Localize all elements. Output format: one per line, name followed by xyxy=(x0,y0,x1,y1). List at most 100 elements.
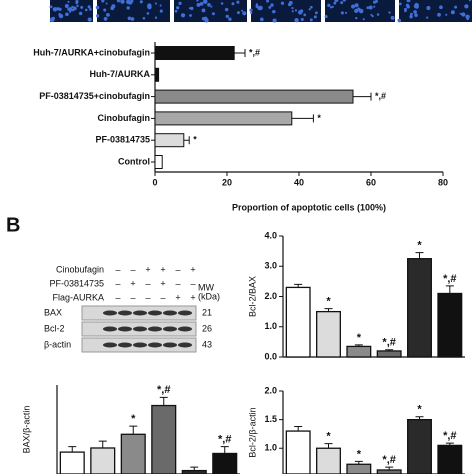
y-tick-label: 2.0 xyxy=(264,291,277,301)
significance-label: * xyxy=(357,448,362,460)
cell-nucleus xyxy=(142,16,146,20)
treatment-mark: + xyxy=(190,292,195,302)
bar xyxy=(151,404,177,474)
error-bar xyxy=(385,349,394,351)
cell-nucleus xyxy=(291,6,294,10)
treatment-mark: + xyxy=(175,292,180,302)
cell-nucleus xyxy=(188,7,191,10)
cell-nucleus xyxy=(266,0,270,3)
cell-nucleus xyxy=(207,3,211,7)
cell-nucleus xyxy=(95,5,100,10)
treatment-label: PF-03814735 xyxy=(49,278,104,288)
cell-nucleus xyxy=(454,5,458,9)
cell-nucleus xyxy=(76,4,79,8)
treatment-mark: – xyxy=(160,292,165,302)
bar xyxy=(212,452,238,474)
error-bar xyxy=(324,443,333,449)
cell-nucleus xyxy=(65,12,69,17)
x-tick-label: 60 xyxy=(366,177,376,187)
mw-header: MW xyxy=(198,282,214,292)
cell-nucleus xyxy=(459,12,462,15)
treatment-mark: + xyxy=(190,264,195,274)
cell-nucleus xyxy=(255,4,259,8)
error-bar xyxy=(183,136,190,145)
cell-nucleus xyxy=(249,8,253,12)
blot-band xyxy=(118,342,132,348)
significance-label: *,# xyxy=(249,47,260,57)
bar xyxy=(316,447,341,474)
treatment-mark: – xyxy=(175,264,180,274)
error-bar xyxy=(159,396,168,406)
cell-nucleus xyxy=(139,0,143,4)
cell-nucleus xyxy=(404,9,407,12)
bar xyxy=(59,451,85,474)
cell-nucleus xyxy=(373,5,376,8)
cell-nucleus xyxy=(241,9,244,12)
y-tick-label: 1.5 xyxy=(264,414,277,424)
cell-nucleus xyxy=(344,11,348,15)
treatment-mark: – xyxy=(190,278,195,288)
cell-nucleus xyxy=(211,12,215,16)
cell-nucleus xyxy=(87,17,92,22)
bar xyxy=(154,67,160,82)
significance-label: * xyxy=(131,413,136,425)
cell-nucleus xyxy=(340,1,344,4)
cell-nucleus xyxy=(250,11,253,15)
error-bar xyxy=(353,92,372,101)
cell-nucleus xyxy=(388,11,391,14)
cell-nucleus xyxy=(130,0,134,3)
cell-nucleus xyxy=(159,9,163,13)
cell-nucleus xyxy=(303,13,307,17)
bar xyxy=(154,89,354,104)
cell-nucleus xyxy=(406,0,411,3)
cell-nucleus xyxy=(426,6,431,11)
cell-nucleus xyxy=(103,8,107,12)
cell-nucleus xyxy=(228,17,232,21)
error-bar xyxy=(354,344,363,347)
blot-band xyxy=(178,310,192,316)
cell-nucleus xyxy=(236,0,240,4)
band-label: Bcl-2 xyxy=(44,323,65,333)
y-tick-label: 3.0 xyxy=(264,261,277,271)
cell-nucleus xyxy=(89,8,92,11)
band-label: BAX xyxy=(44,307,62,317)
cell-nucleus xyxy=(116,0,121,3)
band-label: β-actin xyxy=(44,339,71,349)
cell-nucleus xyxy=(56,7,60,11)
error-bar xyxy=(98,440,107,448)
blot-band xyxy=(103,342,117,348)
y-tick-label: 1.0 xyxy=(264,443,277,453)
cell-nucleus xyxy=(445,13,448,16)
error-bar xyxy=(190,466,199,471)
cell-nucleus xyxy=(52,7,58,12)
error-bar xyxy=(129,425,138,435)
blot-band xyxy=(148,342,162,348)
y-axis-label: Bcl-2/β-actin xyxy=(247,407,257,457)
error-bar xyxy=(445,442,454,446)
treatment-mark: – xyxy=(115,292,120,302)
cell-nucleus xyxy=(67,0,70,3)
cell-nucleus xyxy=(333,1,337,5)
cell-nucleus xyxy=(439,5,443,10)
blot-band xyxy=(163,310,177,316)
image-panel xyxy=(399,0,472,22)
treatment-label: Flag-AURKA xyxy=(52,292,104,302)
cell-nucleus xyxy=(176,6,180,10)
cell-nucleus xyxy=(199,2,204,6)
x-tick-label: 80 xyxy=(438,177,448,187)
mw-header: (kDa) xyxy=(198,291,220,301)
cell-nucleus xyxy=(357,7,361,12)
bar xyxy=(376,350,402,358)
bar xyxy=(154,133,185,148)
cell-nucleus xyxy=(201,8,206,13)
cell-nucleus xyxy=(84,8,88,12)
treatment-label: Cinobufagin xyxy=(56,264,104,274)
cell-nucleus xyxy=(354,3,359,8)
bar xyxy=(154,111,293,126)
cell-nucleus xyxy=(126,6,130,10)
error-bar xyxy=(68,446,77,453)
cell-nucleus xyxy=(409,14,413,19)
blot-band xyxy=(133,310,147,316)
significance-label: * xyxy=(417,404,422,416)
y-axis-label: BAX/β-actin xyxy=(21,406,31,454)
